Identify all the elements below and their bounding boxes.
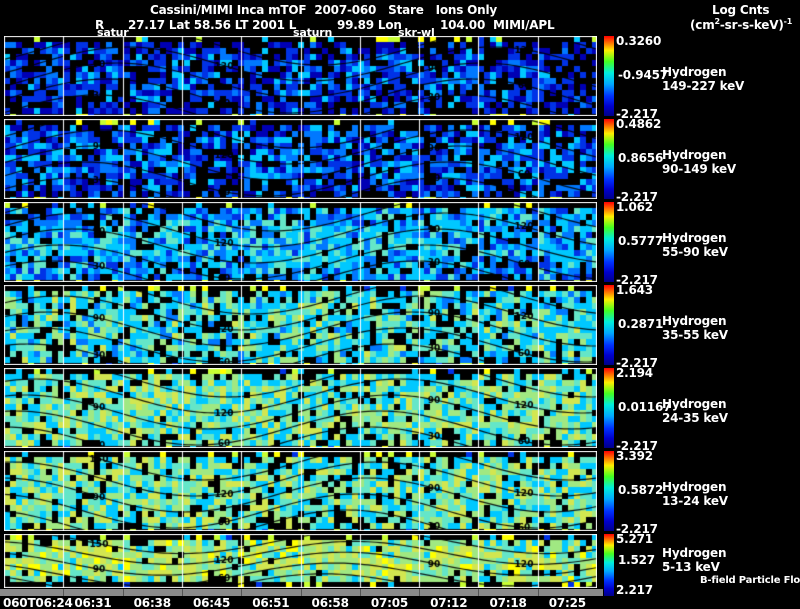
ephemeris-segment: 104.00 MIMI/APL [440,18,555,32]
colorbar-units-formula: (cm2-sr-s-keV)-1 [690,17,793,32]
time-tick-label: 07:18 [489,596,527,609]
time-tick-label: 06:31 [74,596,112,609]
colorbar-min-label: -2.217 [616,439,658,453]
page-title: Cassini/MIMI Inca mTOF 2007-060 Stare Io… [150,3,498,17]
spectrogram-panel-row-1 [4,36,597,116]
time-axis-tick [359,589,361,596]
time-tick-label: 060T06:24 [3,596,73,609]
species-label: Hydrogen [662,148,727,162]
colorbar-min-label: -2.217 [616,107,658,121]
energy-range-label: 149-227 keV [662,79,745,93]
ephemeris-segment: R [95,18,105,32]
colorbar-mid-label: 0.5872 [618,483,664,497]
colorbar-mid-label: 0.2871 [618,317,664,331]
energy-range-label: 5-13 keV [662,560,720,574]
species-label: Hydrogen [662,65,727,79]
colorbar-units-title: Log Cnts [712,3,770,17]
colorbar-row-1 [604,36,614,116]
energy-range-label: 55-90 keV [662,245,728,259]
time-tick-label: 07:25 [548,596,586,609]
spectrogram-panel-row-2 [4,119,597,199]
colorbar-mid-label: -0.9457 [618,68,668,82]
colorbar-mid-label: 0.8656 [618,151,664,165]
time-axis-tick [122,589,124,596]
species-label: Hydrogen [662,231,727,245]
spectrogram-panel-row-4 [4,285,597,365]
time-axis-tick [241,589,243,596]
time-tick-label: 06:45 [192,596,231,609]
species-label: Hydrogen [662,546,727,560]
colorbar-min-label: -2.217 [616,356,658,370]
energy-range-label: 13-24 keV [662,494,728,508]
event-label: satur [97,26,129,39]
spectrogram-panel-row-3 [4,202,597,282]
colorbar-row-7 [604,534,614,596]
species-label: Hydrogen [662,480,727,494]
colorbar-max-label: 1.643 [616,283,653,297]
colorbar-row-3 [604,202,614,282]
time-axis-tick [537,589,539,596]
time-axis-tick [300,589,302,596]
time-tick-label: 06:38 [133,596,171,609]
energy-range-label: 35-55 keV [662,328,728,342]
colorbar-row-4 [604,285,614,365]
colorbar-max-label: 0.3260 [616,34,662,48]
colorbar-mid-label: 1.527 [618,553,655,567]
energy-range-label: 90-149 keV [662,162,736,176]
time-axis-tick [181,589,183,596]
time-axis-tick [63,589,65,596]
colorbar-mid-label: 0.01167 [618,400,672,414]
ephemeris-segment: 27.17 Lat 58.56 LT 2001 L [128,18,297,32]
time-tick-label: 06:58 [311,596,349,609]
colorbar-mid-label: 0.5777 [618,234,664,248]
colorbar-row-5 [604,368,614,448]
colorbar-min-label: -2.217 [616,522,658,536]
colorbar-row-2 [604,119,614,199]
bfield-flow-label: B-field Particle Flow [700,575,800,586]
colorbar-max-label: 0.4862 [616,117,662,131]
time-axis-bar [0,589,603,596]
ephemeris-segment: 99.89 Lon [337,18,402,32]
event-label: saturn [293,26,333,39]
time-tick-label: 07:12 [430,596,468,609]
spectrogram-panel-row-7 [4,534,597,588]
colorbar-max-label: 3.392 [616,449,653,463]
species-label: Hydrogen [662,397,727,411]
colorbar-row-6 [604,451,614,531]
spectrogram-panel-row-6 [4,451,597,531]
colorbar-min-label: 2.217 [616,583,653,597]
colorbar-min-label: -2.217 [616,273,658,287]
event-label: skr-wl [398,26,435,39]
colorbar-min-label: -2.217 [616,190,658,204]
time-axis-tick [478,589,480,596]
time-axis-tick [419,589,421,596]
species-label: Hydrogen [662,314,727,328]
time-tick-label: 06:51 [252,596,290,609]
colorbar-max-label: 5.271 [616,532,653,546]
spectrogram-panel-row-5 [4,368,597,448]
colorbar-max-label: 2.194 [616,366,653,380]
time-tick-label: 07:05 [370,596,409,609]
energy-range-label: 24-35 keV [662,411,728,425]
colorbar-max-label: 1.062 [616,200,653,214]
